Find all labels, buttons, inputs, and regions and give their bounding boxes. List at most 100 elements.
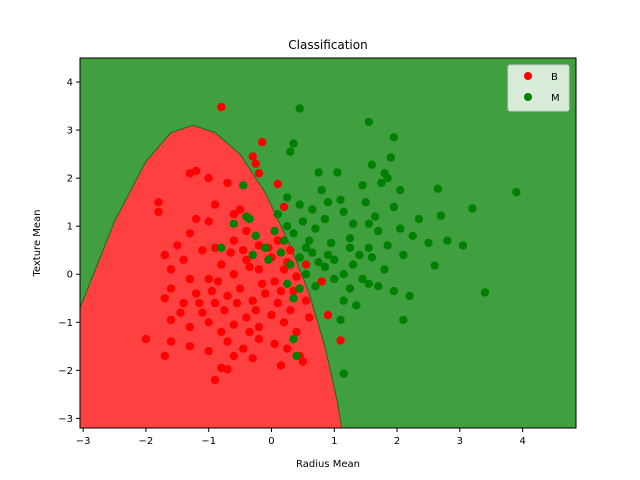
y-tick-label: 3 bbox=[67, 126, 73, 137]
point-m bbox=[348, 219, 358, 228]
point-m bbox=[289, 139, 298, 148]
point-m bbox=[399, 250, 408, 260]
point-m bbox=[352, 301, 361, 310]
point-m bbox=[273, 210, 282, 219]
point-b bbox=[245, 262, 254, 272]
point-b bbox=[245, 327, 254, 337]
x-tick-label: 1 bbox=[331, 436, 337, 447]
point-b bbox=[226, 248, 235, 257]
point-b bbox=[239, 246, 248, 255]
point-b bbox=[336, 336, 345, 345]
point-m bbox=[383, 241, 392, 250]
point-b bbox=[286, 246, 295, 255]
point-m bbox=[396, 224, 405, 233]
point-m bbox=[298, 217, 308, 226]
point-m bbox=[308, 248, 317, 257]
point-b bbox=[223, 365, 232, 374]
point-m bbox=[320, 262, 330, 272]
point-m bbox=[289, 334, 298, 344]
point-b bbox=[248, 296, 257, 305]
point-m bbox=[355, 250, 364, 260]
point-m bbox=[283, 279, 292, 288]
point-m bbox=[339, 296, 348, 305]
point-m bbox=[339, 207, 348, 216]
point-b bbox=[254, 322, 264, 332]
point-m bbox=[295, 253, 304, 262]
point-m bbox=[229, 219, 238, 228]
point-b bbox=[273, 179, 282, 189]
legend-label-b: B bbox=[551, 72, 558, 83]
point-m bbox=[314, 168, 323, 177]
decision-boundary bbox=[80, 124, 343, 428]
point-b bbox=[242, 255, 251, 264]
point-m bbox=[308, 205, 317, 214]
point-b bbox=[229, 320, 238, 329]
x-axis-label: Radius Mean bbox=[296, 459, 360, 470]
point-m bbox=[311, 224, 320, 233]
point-b bbox=[166, 337, 176, 346]
point-b bbox=[204, 173, 213, 183]
point-m bbox=[364, 279, 373, 288]
y-tick-label: 4 bbox=[67, 78, 73, 89]
point-b bbox=[292, 272, 301, 281]
point-b bbox=[257, 137, 267, 147]
point-b bbox=[204, 318, 213, 327]
point-b bbox=[192, 214, 201, 224]
legend-box bbox=[507, 64, 570, 112]
point-m bbox=[430, 261, 439, 270]
point-m bbox=[389, 202, 399, 212]
point-m bbox=[323, 198, 333, 207]
point-m bbox=[468, 204, 477, 213]
x-tick-label: −1 bbox=[201, 436, 216, 447]
point-b bbox=[229, 210, 238, 219]
point-b bbox=[254, 265, 264, 274]
point-b bbox=[323, 310, 333, 320]
point-b bbox=[305, 313, 314, 322]
point-b bbox=[223, 178, 232, 188]
point-m bbox=[217, 243, 226, 252]
plot-frame bbox=[79, 57, 577, 429]
point-m bbox=[386, 153, 395, 162]
point-b bbox=[261, 289, 270, 298]
point-b bbox=[166, 265, 176, 274]
point-b bbox=[210, 298, 220, 308]
point-m bbox=[248, 250, 257, 260]
point-m bbox=[374, 282, 383, 291]
point-m bbox=[289, 229, 298, 238]
point-b bbox=[251, 306, 260, 315]
plot-area bbox=[80, 58, 576, 428]
point-m bbox=[314, 258, 323, 267]
point-m bbox=[251, 231, 260, 240]
point-m bbox=[283, 222, 292, 231]
point-m bbox=[367, 253, 377, 262]
point-b bbox=[192, 166, 201, 176]
point-b bbox=[154, 207, 163, 216]
point-b bbox=[198, 308, 207, 317]
y-tick-label: −3 bbox=[58, 414, 73, 425]
point-b bbox=[292, 327, 301, 337]
point-m bbox=[289, 294, 298, 303]
point-m bbox=[305, 236, 314, 245]
point-b bbox=[195, 298, 204, 308]
point-m bbox=[480, 288, 490, 297]
point-b bbox=[207, 286, 216, 296]
point-b bbox=[185, 322, 195, 332]
point-m bbox=[361, 198, 370, 207]
point-m bbox=[345, 243, 355, 252]
y-tick-label: 0 bbox=[67, 270, 73, 281]
point-m bbox=[414, 214, 424, 224]
point-m bbox=[443, 236, 452, 245]
point-m bbox=[374, 226, 383, 236]
point-b bbox=[154, 198, 163, 207]
point-m bbox=[242, 212, 251, 221]
point-m bbox=[261, 243, 270, 252]
point-b bbox=[179, 298, 188, 308]
y-tick-label: −1 bbox=[58, 318, 73, 329]
point-b bbox=[257, 279, 267, 288]
x-tick-label: 0 bbox=[268, 436, 274, 447]
point-b bbox=[160, 351, 169, 361]
point-b bbox=[235, 284, 245, 293]
point-b bbox=[179, 255, 188, 264]
point-b bbox=[276, 286, 286, 296]
point-m bbox=[358, 274, 367, 284]
